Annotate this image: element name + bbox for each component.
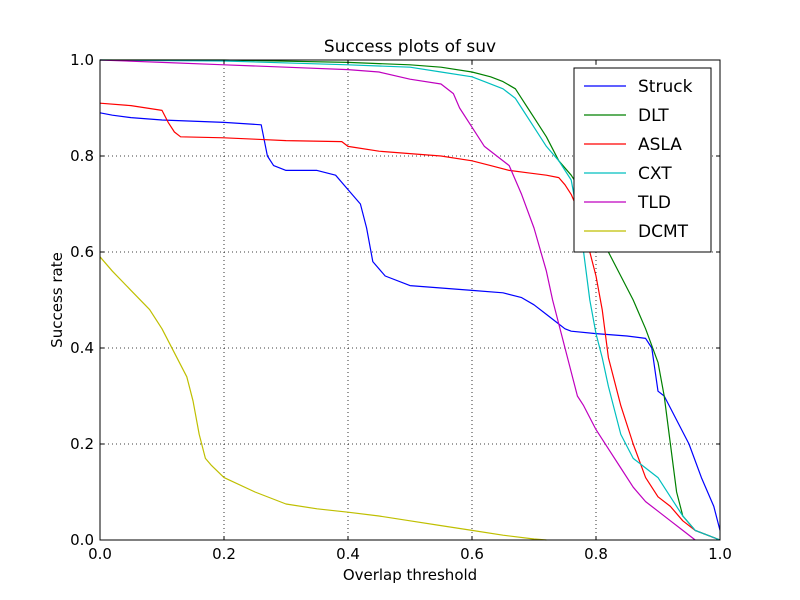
y-tick-label: 1.0 <box>70 51 94 69</box>
series-line-dcmt <box>99 256 547 541</box>
x-tick-label: 0.6 <box>460 545 484 563</box>
y-tick-label: 0.6 <box>70 243 94 261</box>
legend: Struck DLT ASLA CXT TLD DCMT <box>573 67 712 253</box>
legend-label: Struck <box>638 77 693 97</box>
legend-label: TLD <box>637 193 671 213</box>
legend-label: DLT <box>638 106 669 126</box>
plot-frame <box>99 59 721 541</box>
y-tick-label: 0.2 <box>70 435 94 453</box>
x-axis-label: Overlap threshold <box>343 566 477 584</box>
x-tick-label: 0.8 <box>584 545 608 563</box>
x-tick-label: 0.0 <box>88 545 112 563</box>
series-line-asla <box>99 102 721 541</box>
x-tick-label: 0.4 <box>336 545 360 563</box>
series-lines <box>99 59 721 541</box>
chart-title: Success plots of suv <box>324 37 496 57</box>
series-line-struck <box>99 112 721 531</box>
series-line-dlt <box>100 59 721 541</box>
y-tick-label: 0.4 <box>70 339 94 357</box>
series-line-tld <box>99 59 696 541</box>
y-axis-label: Success rate <box>48 252 66 348</box>
legend-label: ASLA <box>638 135 682 155</box>
y-tick-label: 0.0 <box>70 531 94 549</box>
y-tick-label: 0.8 <box>70 147 94 165</box>
legend-label: CXT <box>638 164 672 184</box>
x-tick-label: 0.2 <box>212 545 236 563</box>
x-tick-label: 1.0 <box>708 545 732 563</box>
axis-ticks: 0.0 0.2 0.4 0.6 0.8 1.0 0.0 0.2 0.4 0.6 0.8 1.0 <box>70 51 732 563</box>
legend-box <box>573 67 712 253</box>
legend-label: DCMT <box>638 222 689 242</box>
